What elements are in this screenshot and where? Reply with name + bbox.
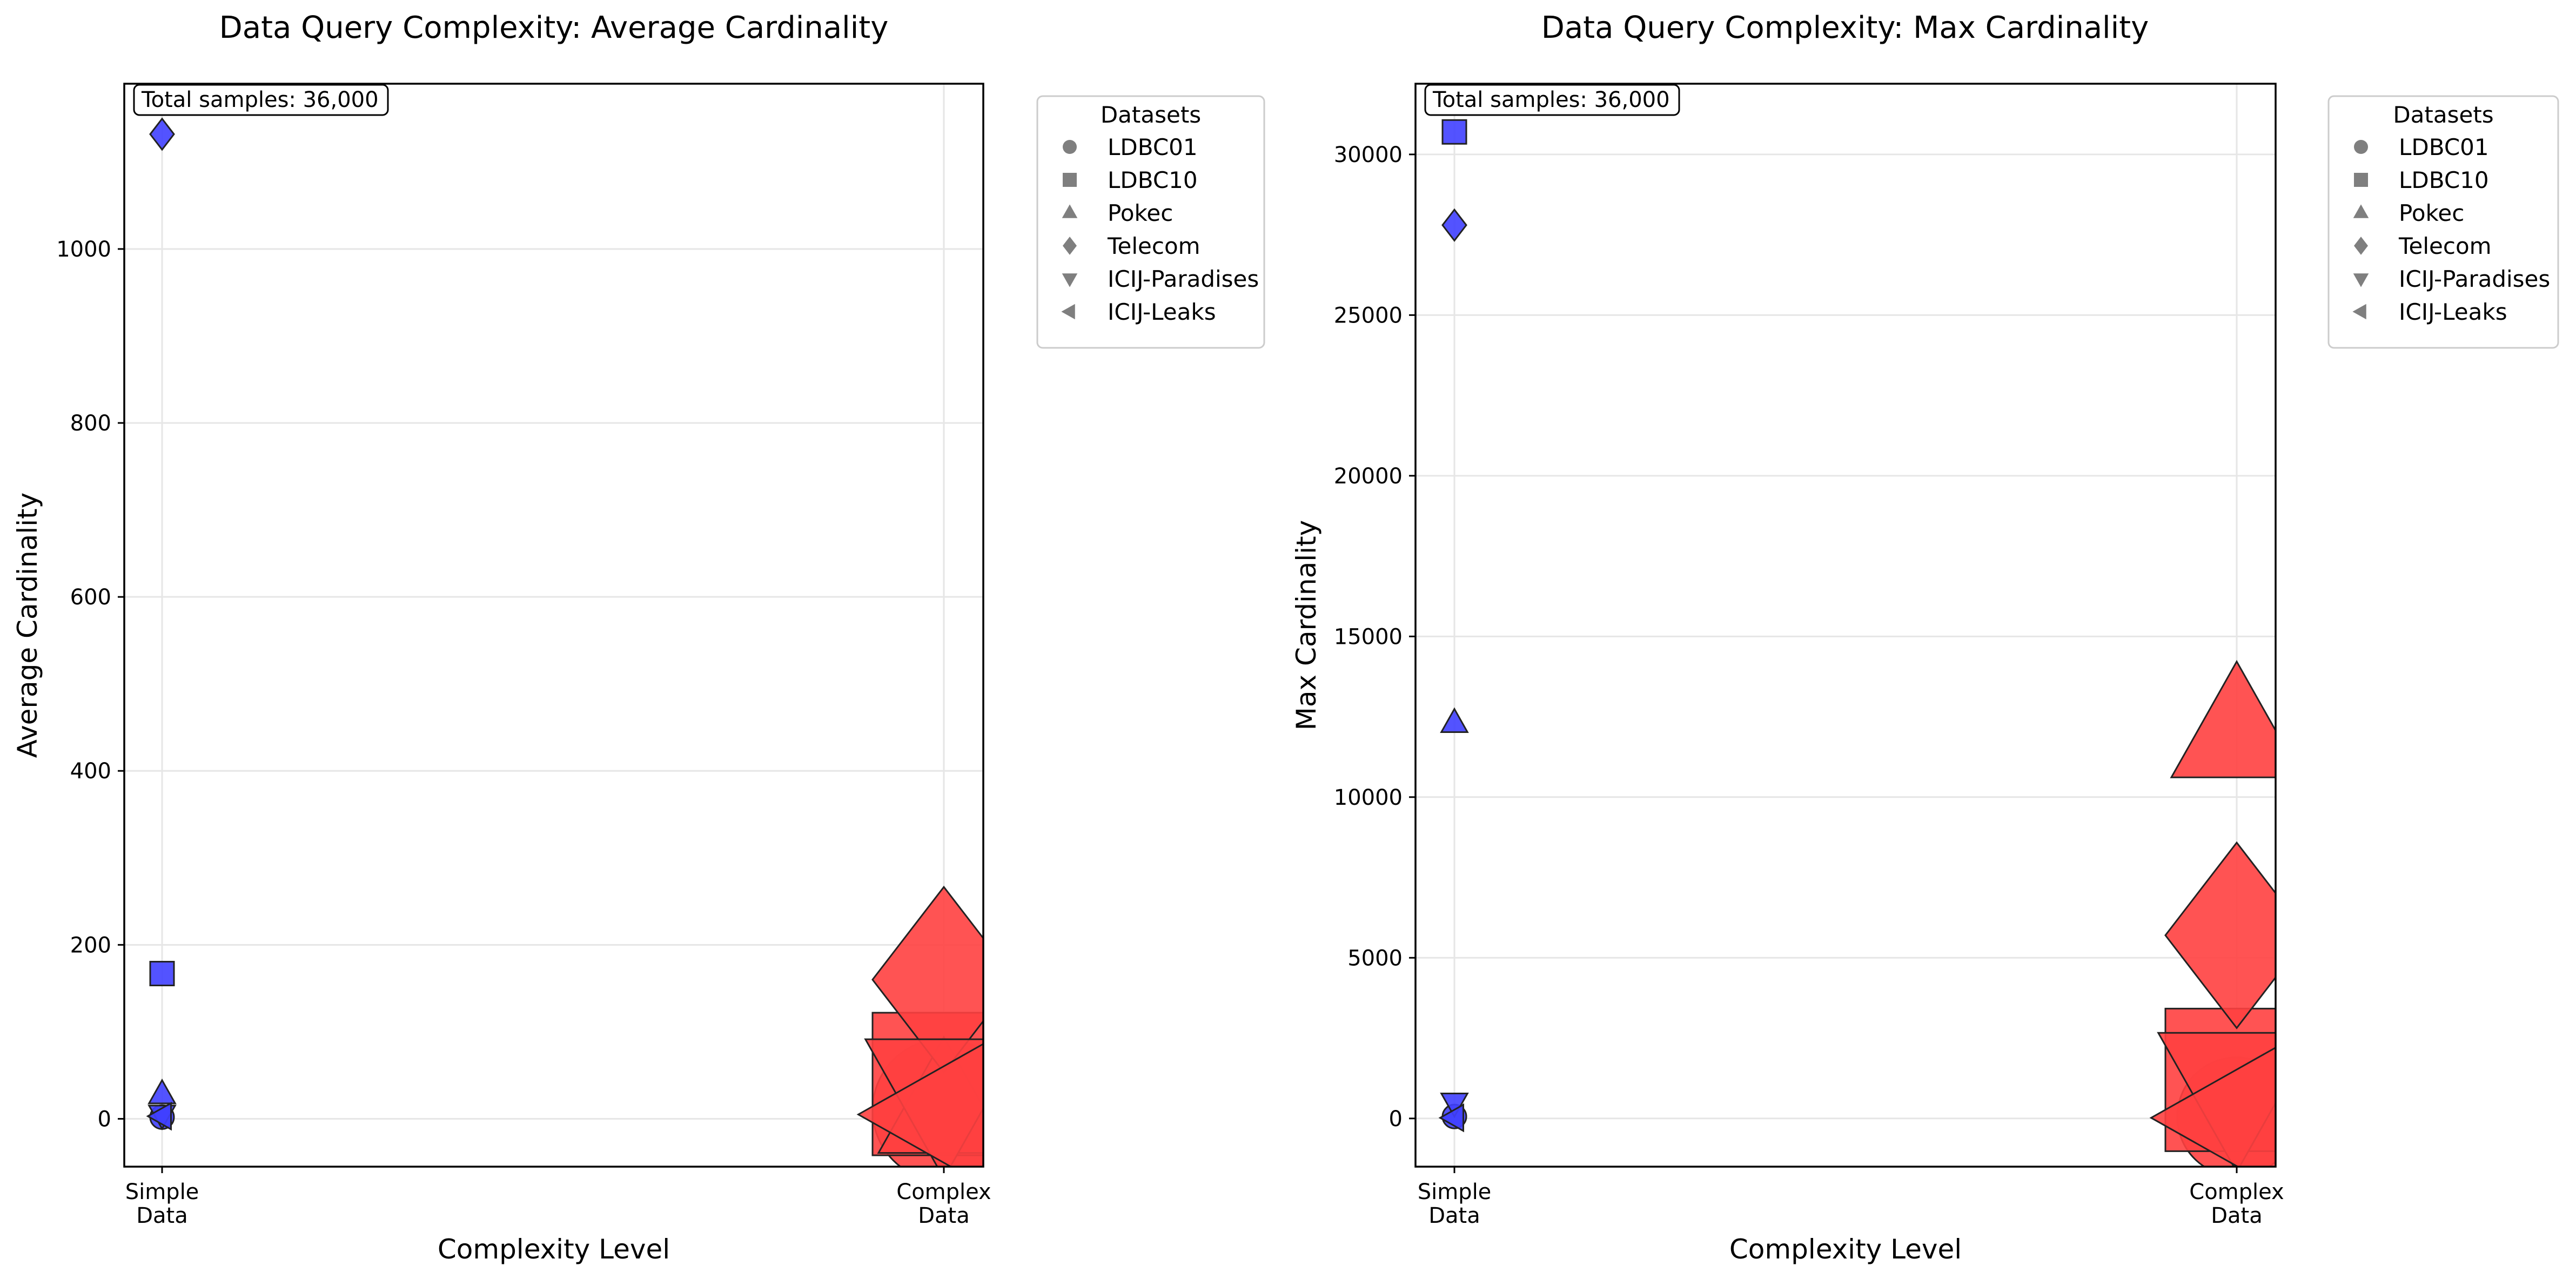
legend-box xyxy=(1036,95,1265,349)
data-point-diamond-simple xyxy=(149,117,175,151)
y-tick-label: 600 xyxy=(70,585,111,610)
y-tick-label: 10000 xyxy=(1334,785,1403,810)
legend-title: Datasets xyxy=(2393,102,2493,128)
legend-label: Pokec xyxy=(2399,200,2464,226)
annotation-text: Total samples: 36,000 xyxy=(141,87,379,112)
legend-marker-circle xyxy=(1063,140,1077,154)
legend-label: LDBC01 xyxy=(1108,134,1198,160)
legend-marker-triangle-left xyxy=(2352,304,2366,320)
data-point-triangle-left-complex xyxy=(2149,1046,2276,1167)
x-axis-label: Complexity Level xyxy=(1729,1234,1962,1265)
data-point-triangle-up-complex xyxy=(2170,659,2276,778)
data-point-triangle-down-simple xyxy=(1440,1093,1469,1119)
markers xyxy=(1438,119,2276,1167)
data-point-triangle-left-simple xyxy=(146,1101,172,1131)
legend-marker-triangle-down xyxy=(2353,273,2369,287)
y-tick-label: 0 xyxy=(98,1107,111,1132)
x-axis-label: Complexity Level xyxy=(438,1234,670,1265)
y-axis-label: Average Cardinality xyxy=(12,493,43,758)
legend-label: ICIJ-Paradises xyxy=(1108,266,1259,292)
y-tick-label: 15000 xyxy=(1334,624,1403,649)
data-point-triangle-up-simple xyxy=(147,1078,177,1105)
legend-marker-triangle-up xyxy=(1062,204,1078,218)
legend-marker-triangle-down xyxy=(1062,273,1078,287)
legend-label: Telecom xyxy=(2398,233,2492,259)
x-tick-label: Complex Data xyxy=(896,1180,991,1228)
y-tick-label: 20000 xyxy=(1334,464,1403,489)
legend: Datasets LDBC01 LDBC10 Pokec Telecom ICIJ-Par… xyxy=(1036,95,1265,349)
legend-label: Telecom xyxy=(1107,233,1200,259)
total-samples-annotation: Total samples: 36,000 xyxy=(133,84,389,116)
data-point-triangle-up-simple xyxy=(1440,707,1469,733)
y-tick-label: 0 xyxy=(1389,1107,1403,1132)
data-point-square-simple xyxy=(1441,119,1467,145)
legend-label: ICIJ-Paradises xyxy=(2399,266,2550,292)
y-tick-label: 5000 xyxy=(1347,946,1403,971)
data-point-diamond-complex xyxy=(2164,841,2276,1029)
legend-label: LDBC01 xyxy=(2399,134,2489,160)
markers xyxy=(146,117,983,1167)
legend-marker-circle xyxy=(2354,140,2368,154)
y-tick-label: 200 xyxy=(70,933,111,958)
plot-frame xyxy=(1414,83,2277,1168)
x-tick-label: Simple Data xyxy=(1418,1180,1492,1228)
chart-panel-2: Data Query Complexity: Max Cardinality 0 5… xyxy=(1291,10,2559,1265)
y-tick-label: 25000 xyxy=(1334,303,1403,328)
legend-label: LDBC10 xyxy=(2399,167,2489,193)
legend-label: Pokec xyxy=(1108,200,1173,226)
x-tick-label: Simple Data xyxy=(125,1180,199,1228)
chart-title: Data Query Complexity: Average Cardinali… xyxy=(219,10,889,45)
chart-title: Data Query Complexity: Max Cardinality xyxy=(1541,10,2149,45)
y-tick-label: 400 xyxy=(70,759,111,784)
y-axis-label: Max Cardinality xyxy=(1291,520,1322,730)
legend-label: LDBC10 xyxy=(1108,167,1198,193)
chart-panel-1: Data Query Complexity: Average Cardinali… xyxy=(12,10,1265,1265)
legend-label: ICIJ-Leaks xyxy=(2399,299,2507,325)
legend: Datasets LDBC01 LDBC10 Pokec Telecom ICIJ-Par… xyxy=(2327,95,2559,349)
data-point-diamond-simple xyxy=(1441,208,1467,242)
legend-box xyxy=(2327,95,2559,349)
data-point-square-simple xyxy=(149,960,175,986)
legend-marker-square xyxy=(2354,173,2368,187)
plot-frame xyxy=(123,83,984,1168)
data-point-triangle-left-complex xyxy=(856,1043,983,1167)
annotation-box xyxy=(133,84,389,116)
y-tick-label: 30000 xyxy=(1334,143,1403,167)
legend-marker-triangle-left xyxy=(1061,304,1075,320)
annotation-text: Total samples: 36,000 xyxy=(1432,87,1670,112)
legend-marker-triangle-up xyxy=(2353,204,2369,218)
annotation-box xyxy=(1424,84,1680,116)
legend-marker-square xyxy=(1063,173,1077,187)
legend-title: Datasets xyxy=(1101,102,1201,128)
y-tick-label: 1000 xyxy=(56,237,111,262)
y-tick-label: 800 xyxy=(70,411,111,436)
x-tick-label: Complex Data xyxy=(2189,1180,2284,1228)
total-samples-annotation: Total samples: 36,000 xyxy=(1424,84,1680,116)
legend-label: ICIJ-Leaks xyxy=(1108,299,1216,325)
data-point-triangle-left-simple xyxy=(1438,1103,1464,1133)
